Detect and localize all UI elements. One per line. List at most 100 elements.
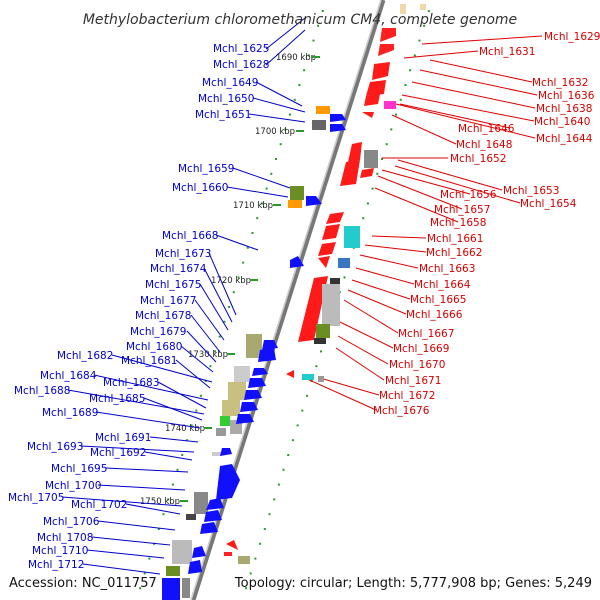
gene-label[interactable]: Mchl_1710 — [32, 545, 88, 557]
gene-label[interactable]: Mchl_1650 — [198, 93, 254, 105]
gene-arrow[interactable] — [236, 414, 254, 424]
gene-box[interactable] — [238, 556, 250, 564]
gene-arrow[interactable] — [380, 28, 396, 42]
gene-label[interactable]: Mchl_1674 — [150, 263, 207, 275]
gene-box[interactable] — [182, 578, 190, 598]
gene-arrow[interactable] — [206, 498, 224, 510]
gene-arrow[interactable] — [318, 242, 336, 256]
gene-label[interactable]: Mchl_1678 — [135, 310, 191, 322]
gene-arrow[interactable] — [362, 112, 374, 118]
gene-label[interactable]: Mchl_1685 — [89, 393, 145, 405]
gene-label[interactable]: Mchl_1681 — [121, 355, 177, 367]
gene-label[interactable]: Mchl_1663 — [419, 263, 475, 275]
gene-box[interactable] — [316, 324, 330, 338]
gene-label[interactable]: Mchl_1695 — [51, 463, 107, 475]
gene-box[interactable] — [290, 186, 304, 200]
gene-box[interactable] — [162, 578, 180, 600]
gene-arrow[interactable] — [248, 378, 266, 388]
gene-box[interactable] — [384, 101, 396, 109]
gene-label[interactable]: Mchl_1702 — [71, 499, 127, 511]
gene-label[interactable]: Mchl_1665 — [410, 294, 466, 306]
gene-arrow[interactable] — [360, 168, 374, 178]
gene-label[interactable]: Mchl_1661 — [427, 233, 483, 245]
gene-label[interactable]: Mchl_1673 — [155, 248, 211, 260]
gene-label[interactable]: Mchl_1668 — [162, 230, 218, 242]
gene-box[interactable] — [288, 200, 302, 208]
gene-box[interactable] — [166, 566, 180, 576]
gene-label[interactable]: Mchl_1658 — [430, 217, 486, 229]
gene-arrow[interactable] — [366, 80, 386, 96]
gene-label[interactable]: Mchl_1659 — [178, 163, 234, 175]
gene-label[interactable]: Mchl_1638 — [536, 103, 592, 115]
gene-box[interactable] — [234, 366, 250, 382]
gene-label[interactable]: Mchl_1657 — [434, 204, 490, 216]
gene-label[interactable]: Mchl_1708 — [37, 532, 93, 544]
gene-label[interactable]: Mchl_1651 — [195, 109, 251, 121]
gene-label[interactable]: Mchl_1680 — [126, 341, 182, 353]
gene-arrow[interactable] — [306, 196, 322, 206]
gene-label[interactable]: Mchl_1682 — [57, 350, 113, 362]
gene-label[interactable]: Mchl_1646 — [458, 123, 515, 135]
gene-box[interactable] — [220, 416, 230, 426]
gene-arrow[interactable] — [298, 276, 328, 342]
gene-label[interactable]: Mchl_1692 — [90, 447, 146, 459]
gene-arrow[interactable] — [258, 348, 276, 362]
gene-label[interactable]: Mchl_1636 — [538, 90, 595, 102]
gene-label[interactable]: Mchl_1628 — [213, 59, 269, 71]
gene-box[interactable] — [344, 226, 360, 248]
gene-label[interactable]: Mchl_1649 — [202, 77, 258, 89]
gene-arrow[interactable] — [340, 160, 360, 186]
gene-box[interactable] — [228, 382, 246, 400]
gene-box[interactable] — [338, 258, 350, 268]
gene-arrow[interactable] — [204, 510, 222, 522]
gene-label[interactable]: Mchl_1662 — [426, 247, 482, 259]
gene-box[interactable] — [318, 376, 324, 382]
gene-arrow[interactable] — [348, 142, 362, 162]
gene-label[interactable]: Mchl_1675 — [145, 279, 201, 291]
gene-box[interactable] — [212, 452, 222, 456]
gene-label[interactable]: Mchl_1689 — [42, 407, 98, 419]
gene-label[interactable]: Mchl_1669 — [393, 343, 449, 355]
gene-label[interactable]: Mchl_1640 — [534, 116, 590, 128]
gene-label[interactable]: Mchl_1632 — [532, 77, 588, 89]
gene-arrow[interactable] — [226, 540, 238, 550]
gene-label[interactable]: Mchl_1648 — [456, 139, 512, 151]
gene-label[interactable]: Mchl_1666 — [406, 309, 463, 321]
gene-arrow[interactable] — [192, 546, 206, 558]
gene-arrow[interactable] — [290, 256, 304, 268]
gene-arrow[interactable] — [262, 340, 278, 350]
gene-label[interactable]: Mchl_1679 — [130, 326, 186, 338]
gene-arrow[interactable] — [330, 114, 346, 122]
gene-arrow[interactable] — [286, 370, 294, 378]
gene-arrow[interactable] — [188, 560, 202, 574]
gene-box[interactable] — [194, 492, 208, 514]
gene-label[interactable]: Mchl_1652 — [450, 153, 506, 165]
gene-label[interactable]: Mchl_1676 — [373, 405, 430, 417]
gene-arrow[interactable] — [318, 256, 330, 268]
gene-label[interactable]: Mchl_1683 — [103, 377, 159, 389]
gene-label[interactable]: Mchl_1705 — [8, 492, 64, 504]
gene-label[interactable]: Mchl_1660 — [172, 182, 228, 194]
gene-box[interactable] — [216, 428, 226, 436]
gene-box[interactable] — [420, 4, 426, 10]
gene-label[interactable]: Mchl_1625 — [213, 43, 269, 55]
gene-label[interactable]: Mchl_1671 — [385, 375, 441, 387]
gene-label[interactable]: Mchl_1677 — [140, 295, 196, 307]
gene-label[interactable]: Mchl_1644 — [536, 133, 593, 145]
gene-arrow[interactable] — [364, 94, 380, 106]
gene-arrow[interactable] — [244, 390, 262, 400]
gene-box[interactable] — [330, 278, 340, 284]
gene-label[interactable]: Mchl_1654 — [520, 198, 577, 210]
gene-label[interactable]: Mchl_1700 — [45, 480, 101, 492]
gene-arrow[interactable] — [330, 124, 346, 132]
gene-arrow[interactable] — [378, 44, 394, 56]
gene-label[interactable]: Mchl_1688 — [14, 385, 70, 397]
gene-box[interactable] — [322, 284, 340, 326]
gene-box[interactable] — [246, 334, 262, 358]
gene-label[interactable]: Mchl_1664 — [414, 279, 471, 291]
gene-arrow[interactable] — [326, 212, 344, 224]
gene-label[interactable]: Mchl_1656 — [440, 189, 497, 201]
gene-box[interactable] — [302, 374, 314, 380]
gene-box[interactable] — [400, 4, 406, 14]
gene-arrow[interactable] — [240, 402, 258, 412]
